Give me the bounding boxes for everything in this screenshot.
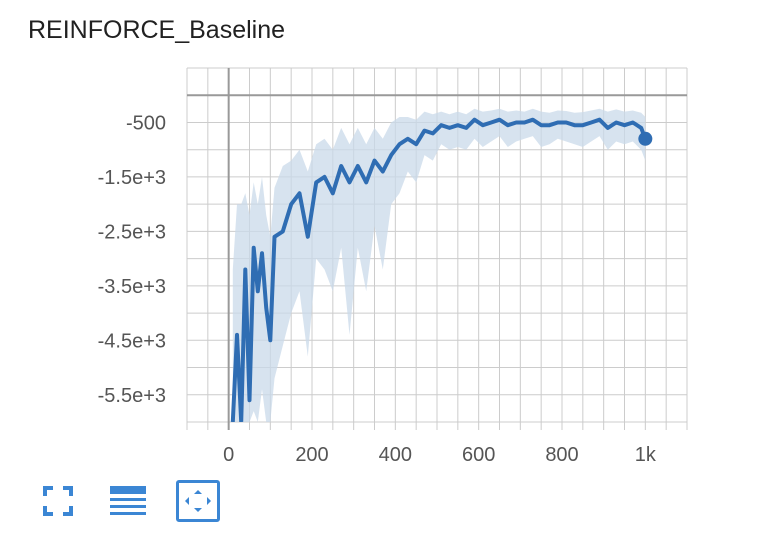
fit-domain-button[interactable] [176,480,220,522]
y-tick-label: -1.5e+3 [98,167,166,189]
line-chart[interactable]: -500 -1.5e+3 -2.5e+3 -3.5e+3 -4.5e+3 -5.5e+3 0… [0,0,766,470]
x-tick-label: 800 [545,444,578,466]
expand-icon [43,486,73,516]
variance-band [232,108,646,422]
chart-title: REINFORCE_Baseline [28,16,286,44]
y-tick-label: -5.5e+3 [98,385,166,407]
series-path [230,117,648,422]
y-tick-label: -3.5e+3 [98,276,166,298]
x-tick-label: 600 [462,444,495,466]
axes [187,68,687,430]
tick-labels: -500 -1.5e+3 -2.5e+3 -3.5e+3 -4.5e+3 -5.5e+3 0… [98,112,657,466]
fullscreen-button[interactable] [36,480,80,522]
chart-toolbar [36,480,220,522]
series-line [230,117,648,422]
y-tick-label: -4.5e+3 [98,330,166,352]
y-tick-label: -500 [126,112,166,134]
y-tick-label: -2.5e+3 [98,221,166,243]
fit-domain-icon [185,490,211,512]
series-band [232,108,646,422]
x-tick-label: 0 [223,444,234,466]
toggle-log-button[interactable] [106,480,150,522]
x-tick-label: 200 [295,444,328,466]
x-tick-label: 1k [635,444,657,466]
x-tick-label: 400 [379,444,412,466]
last-point-marker [638,131,653,146]
lines-icon [110,486,146,515]
